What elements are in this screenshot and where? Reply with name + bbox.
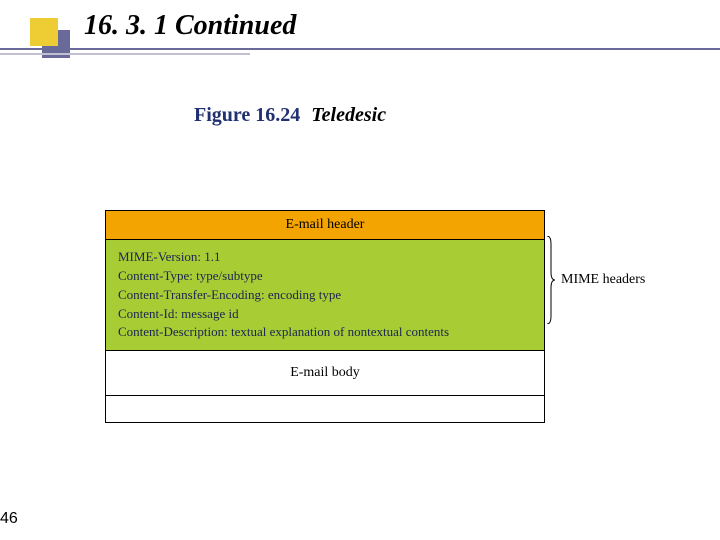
figure-label: Figure 16.24 — [194, 104, 300, 126]
email-footer-row — [106, 396, 544, 422]
mime-line: Content-Transfer-Encoding: encoding type — [118, 286, 532, 305]
title-underline-sub — [0, 53, 250, 55]
section-title: 16. 3. 1 Continued — [84, 10, 296, 42]
mime-diagram: E-mail header MIME-Version: 1.1 Content-… — [105, 210, 545, 423]
mime-line: Content-Id: message id — [118, 305, 532, 324]
curly-bracket-icon — [545, 236, 555, 324]
page-number: 46 — [0, 510, 18, 528]
figure-title: Teledesic — [311, 104, 386, 126]
mime-line: Content-Type: type/subtype — [118, 267, 532, 286]
bracket-label: MIME headers — [561, 272, 645, 288]
mime-headers-row: MIME-Version: 1.1 Content-Type: type/sub… — [106, 240, 544, 351]
mime-line: Content-Description: textual explanation… — [118, 323, 532, 342]
bullet-decoration — [30, 18, 58, 46]
mime-line: MIME-Version: 1.1 — [118, 248, 532, 267]
title-underline-main — [0, 48, 720, 50]
email-body-row: E-mail body — [106, 351, 544, 396]
email-header-row: E-mail header — [106, 211, 544, 240]
mime-bracket-group: MIME headers — [545, 236, 645, 324]
figure-caption: Figure 16.24 Teledesic — [194, 104, 386, 127]
